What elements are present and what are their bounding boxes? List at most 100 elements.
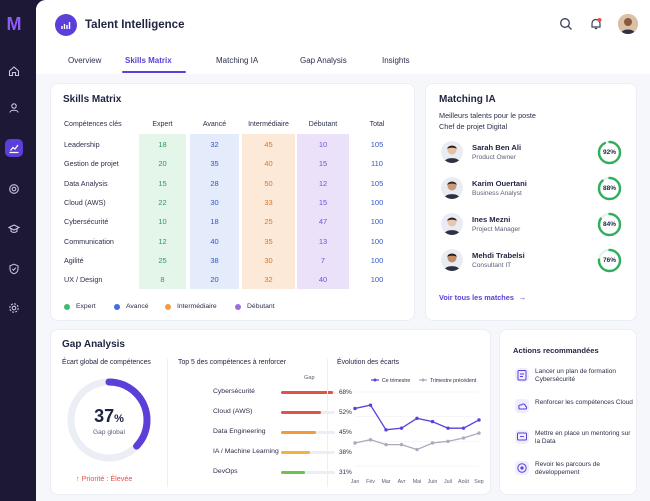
priority-text: Priorité : Élevée [81, 474, 133, 483]
matrix-cell: 100 [370, 275, 384, 285]
chart-legend-label: Ce trimestre [382, 378, 410, 384]
matrix-row-label: UX / Design [64, 275, 103, 285]
series-point [461, 426, 466, 430]
matrix-cell: 40 [210, 236, 219, 246]
score-ring-fill [597, 212, 622, 237]
skill-gap-track [281, 471, 335, 474]
x-tick-label: Mai [413, 479, 422, 485]
matrix-row-label: Gestion de projet [64, 159, 119, 169]
matrix-cell: 100 [370, 236, 384, 246]
matrix-cell: 100 [370, 197, 384, 207]
home-icon[interactable] [5, 62, 23, 80]
header: Talent Intelligence Overview Skills Matr… [36, 0, 650, 74]
series-point [384, 442, 388, 447]
tab-insights[interactable]: Insights [382, 56, 410, 65]
matrix-cell: 28 [210, 178, 219, 188]
matrix-cell: 105 [370, 140, 384, 149]
matrix-row-label: Leadership [64, 140, 100, 149]
x-tick-label: Juin [428, 479, 438, 485]
matrix-cell: 10 [158, 217, 167, 227]
matrix-cell: 38 [210, 255, 219, 265]
matching-subtitle-2: Chef de projet Digital [439, 122, 508, 131]
matrix-cell: 20 [158, 159, 167, 169]
matrix-cell: 30 [264, 255, 273, 265]
skill-gap-label: Cybersécurité [213, 388, 255, 395]
matrix-row-label: Agilité [64, 255, 84, 265]
user-avatar[interactable] [618, 14, 638, 34]
matrix-cell: 18 [158, 140, 167, 149]
matrix-cell: 33 [264, 197, 273, 207]
series-point [353, 406, 357, 411]
skill-gap-track [281, 451, 335, 454]
tab-bar: Overview Skills Matrix Matching IA Gap A… [36, 52, 650, 74]
x-tick-label: Jan [351, 479, 360, 485]
matrix-cell: 18 [210, 217, 219, 227]
candidate-avatar[interactable] [441, 213, 463, 235]
candidate-score: 92% [602, 149, 616, 156]
series-point [415, 447, 419, 452]
settings-icon[interactable] [5, 299, 23, 317]
chart-icon[interactable] [5, 139, 23, 157]
skill-gap-track [281, 431, 335, 434]
graduation-icon[interactable] [5, 220, 23, 238]
series-point [368, 437, 373, 442]
app-logo[interactable]: M [6, 14, 22, 34]
gauge-unit: % [114, 413, 124, 425]
legend-dot-intermediaire [165, 304, 171, 310]
matrix-cell: 50 [264, 178, 273, 188]
skills-matrix-card: Skills Matrix Compétences clés Expert Av… [50, 83, 415, 321]
main-area: Talent Intelligence Overview Skills Matr… [36, 0, 650, 501]
x-tick-label: Juil [444, 479, 452, 485]
candidate-avatar[interactable] [441, 177, 463, 199]
score-ring-fill [597, 140, 622, 165]
candidate-name[interactable]: Sarah Ben Ali [472, 143, 522, 152]
matrix-cell: 25 [158, 255, 167, 265]
matrix-cell: 47 [318, 217, 328, 227]
see-all-matches-link[interactable]: Voir tous les matches → [439, 293, 526, 302]
tab-gap-analysis[interactable]: Gap Analysis [300, 56, 347, 65]
gauge-value: 37% [65, 406, 153, 427]
candidate-avatar[interactable] [441, 141, 463, 163]
col-header-intermediaire: Intermédiaire [248, 121, 289, 128]
priority-label: ↑ Priorité : Élevée [76, 474, 132, 483]
candidate-name[interactable]: Karim Ouertani [472, 179, 527, 188]
candidate-name[interactable]: Ines Mezni [472, 215, 511, 224]
arrow-right-icon: → [518, 293, 527, 302]
candidate-avatar[interactable] [441, 249, 463, 271]
candidate-score: 88% [602, 185, 616, 192]
tab-matching-ia[interactable]: Matching IA [216, 56, 259, 65]
cloud-icon [515, 399, 529, 413]
bell-icon[interactable] [589, 17, 603, 31]
action-item[interactable]: Mettre en place un mentoring sur la Data [535, 430, 631, 446]
shield-icon[interactable] [5, 260, 23, 278]
arrow-up-icon: ↑ [76, 474, 80, 483]
skill-gap-bar [281, 411, 322, 414]
users-icon[interactable] [5, 99, 23, 117]
skill-gap-label: Cloud (AWS) [213, 408, 253, 415]
skill-gap-track [281, 411, 335, 414]
matching-ia-card: Matching IA Meilleurs talents pour le po… [425, 83, 637, 321]
target-icon[interactable] [5, 180, 23, 198]
col-header-total: Total [369, 121, 385, 128]
skill-gap-label: Data Engineering [213, 428, 266, 435]
gap-title: Gap Analysis [62, 339, 125, 350]
action-item[interactable]: Renforcer les compétences Cloud [535, 399, 633, 406]
x-tick-label: Fév [366, 479, 375, 485]
matrix-cell: 20 [210, 275, 219, 285]
action-item[interactable]: Revoir les parcours de développement [535, 461, 601, 477]
matrix-cell: 100 [370, 255, 384, 265]
candidate-name[interactable]: Mehdi Trabelsi [472, 251, 525, 260]
matrix-cell: 7 [320, 255, 326, 265]
series-point [446, 426, 450, 430]
gauge-number: 37 [94, 406, 115, 426]
search-icon[interactable] [559, 17, 573, 31]
series-point [446, 439, 450, 444]
series-point [368, 403, 373, 407]
matrix-cell: 40 [318, 275, 328, 285]
skill-gap-bar [281, 391, 334, 394]
gap-evolution-chart: Ce trimestre Trimestre précédent Jan Fév Mar… [351, 378, 484, 485]
action-item[interactable]: Lancer un plan de formation Cybersécurit… [535, 368, 616, 384]
tab-skills-matrix[interactable]: Skills Matrix [125, 56, 172, 65]
target-icon [515, 461, 529, 475]
tab-overview[interactable]: Overview [68, 56, 102, 65]
